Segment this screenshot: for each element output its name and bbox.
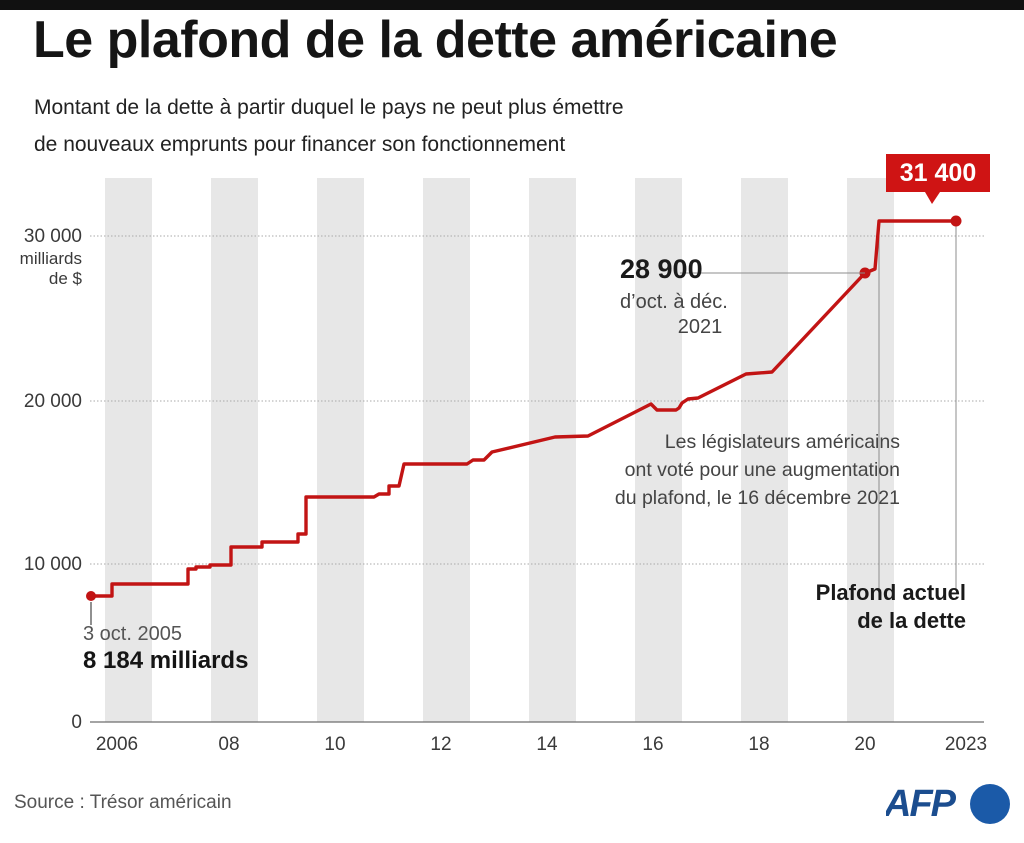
svg-text:08: 08 xyxy=(218,734,239,755)
svg-text:de $: de $ xyxy=(49,269,83,288)
svg-text:ont voté pour une augmentation: ont voté pour une augmentation xyxy=(625,459,900,481)
svg-text:28 900: 28 900 xyxy=(620,254,703,284)
svg-text:10: 10 xyxy=(324,734,345,755)
svg-text:Les législateurs américains: Les législateurs américains xyxy=(665,431,900,453)
svg-text:Plafond actuel: Plafond actuel xyxy=(816,580,966,605)
svg-text:8 184 milliards: 8 184 milliards xyxy=(83,647,248,674)
svg-text:16: 16 xyxy=(642,734,663,755)
svg-text:14: 14 xyxy=(536,734,558,755)
svg-text:2023: 2023 xyxy=(945,734,987,755)
svg-text:de la dette: de la dette xyxy=(857,608,966,633)
svg-text:d’oct. à déc.: d’oct. à déc. xyxy=(620,291,728,313)
svg-text:20 000: 20 000 xyxy=(24,391,82,412)
svg-text:du plafond, le 16 décembre 202: du plafond, le 16 décembre 2021 xyxy=(615,487,900,509)
svg-text:2021: 2021 xyxy=(678,316,723,338)
svg-text:10 000: 10 000 xyxy=(24,554,82,575)
svg-text:3 oct. 2005: 3 oct. 2005 xyxy=(83,623,182,645)
svg-text:12: 12 xyxy=(430,734,451,755)
svg-text:0: 0 xyxy=(71,712,82,733)
svg-text:20: 20 xyxy=(854,734,875,755)
svg-text:18: 18 xyxy=(748,734,769,755)
svg-text:30 000: 30 000 xyxy=(24,226,82,247)
svg-text:31 400: 31 400 xyxy=(900,159,976,187)
svg-text:2006: 2006 xyxy=(96,734,138,755)
svg-text:AFP: AFP xyxy=(886,783,957,825)
svg-text:milliards: milliards xyxy=(20,249,82,268)
